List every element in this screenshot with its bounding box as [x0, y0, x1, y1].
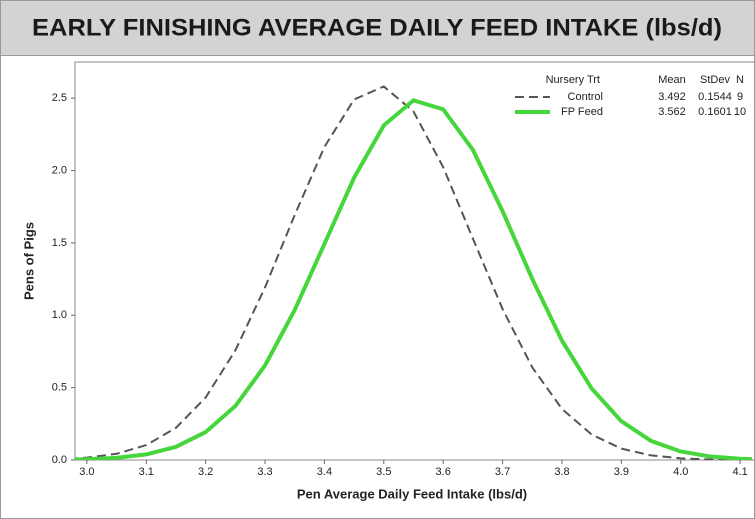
plot-area — [75, 85, 753, 460]
x-tick-label: 3.4 — [317, 466, 332, 478]
y-axis-title: Pens of Pigs — [21, 222, 36, 300]
x-tick-label: 3.2 — [198, 466, 213, 478]
x-tick-label: 3.1 — [139, 466, 154, 478]
legend-n: 10 — [734, 106, 746, 118]
y-tick-label: 0.0 — [52, 454, 67, 466]
x-tick-label: 3.6 — [436, 466, 451, 478]
x-tick-label: 3.7 — [495, 466, 510, 478]
legend-mean: 3.562 — [658, 106, 686, 118]
legend-stdev: 0.1544 — [698, 91, 732, 103]
x-axis-title: Pen Average Daily Feed Intake (lbs/d) — [297, 486, 527, 501]
x-tick-label: 3.9 — [614, 466, 629, 478]
y-tick-label: 1.0 — [52, 309, 67, 321]
series-line — [75, 98, 753, 460]
x-tick-label: 4.0 — [673, 466, 688, 478]
legend-header: Nursery Trt — [546, 74, 600, 86]
x-tick-label: 3.3 — [257, 466, 272, 478]
legend-label: Control — [568, 91, 603, 103]
y-tick-label: 2.5 — [52, 92, 67, 104]
y-tick-label: 2.0 — [52, 164, 67, 176]
x-tick-label: 3.5 — [376, 466, 391, 478]
x-tick-label: 4.1 — [732, 466, 747, 478]
y-tick-label: 1.5 — [52, 237, 67, 249]
x-tick-label: 3.8 — [554, 466, 569, 478]
legend-header: N — [736, 74, 744, 86]
x-tick-label: 3.0 — [79, 466, 94, 478]
legend-mean: 3.492 — [658, 91, 686, 103]
chart-title: EARLY FINISHING AVERAGE DAILY FEED INTAK… — [32, 14, 722, 41]
y-tick-label: 0.5 — [52, 382, 67, 394]
legend-header: Mean — [658, 74, 686, 86]
legend-label: FP Feed — [561, 106, 603, 118]
legend-n: 9 — [737, 91, 743, 103]
header-band — [0, 0, 755, 56]
legend-stdev: 0.1601 — [698, 106, 732, 118]
plot-frame — [74, 61, 755, 461]
series-line — [75, 85, 753, 460]
legend-header: StDev — [700, 74, 730, 86]
